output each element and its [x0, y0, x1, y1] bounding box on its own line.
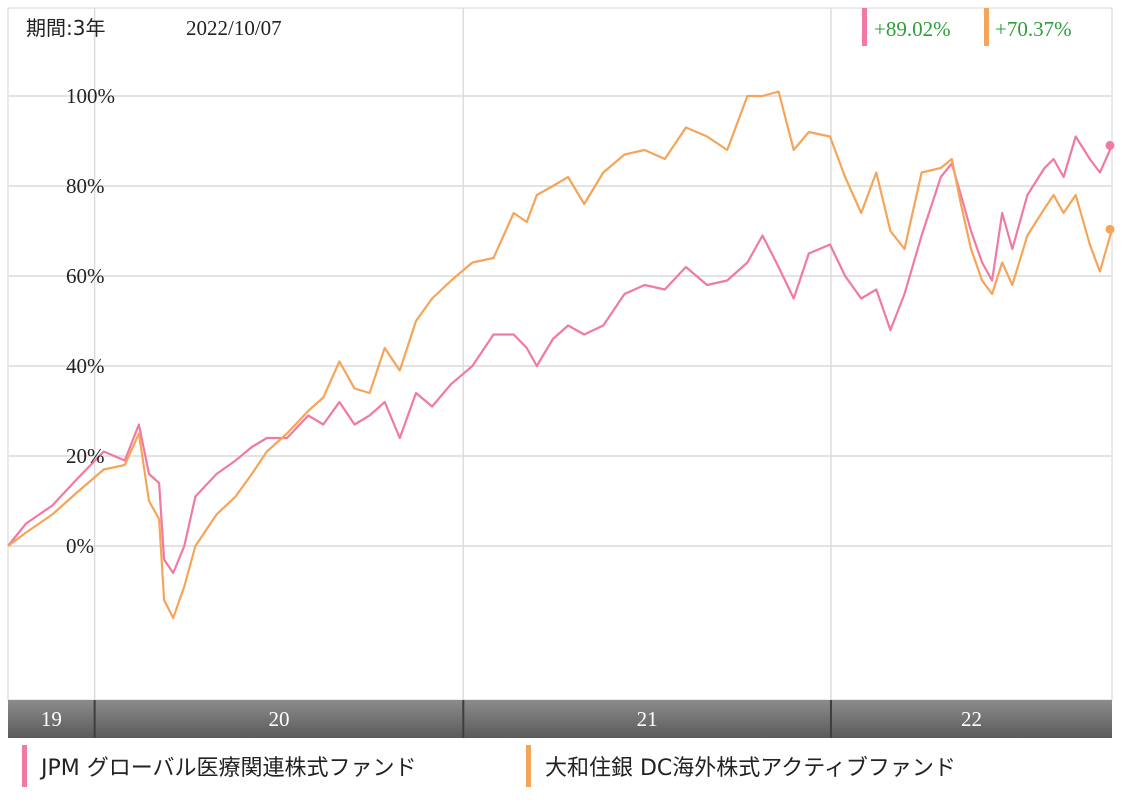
y-tick-label: 60%	[66, 264, 105, 288]
horizontal-gridlines	[8, 95, 1112, 547]
legend-swatch-orange	[526, 745, 531, 787]
legend-item-jpm: JPM グローバル医療関連株式ファンド	[22, 744, 417, 788]
badge-pink-swatch	[862, 8, 867, 46]
badge-orange-swatch	[984, 8, 989, 46]
line-chart: 0% 20% 40% 60% 80% 100% 19 20 21 22 期間:3年 2022/1…	[7, 7, 1115, 738]
x-axis-band: 19 20 21 22	[8, 700, 1112, 738]
plot-area	[7, 7, 1113, 701]
return-badges: +89.02% +70.37%	[862, 8, 1072, 46]
x-tick-label: 19	[41, 707, 62, 731]
vertical-gridlines	[93, 8, 832, 700]
series-layer	[7, 90, 1115, 620]
date-label: 2022/10/07	[186, 16, 282, 40]
legend-label-daiwa: 大和住銀 DC海外株式アクティブファンド	[545, 756, 956, 781]
badge-orange-value: +70.37%	[995, 17, 1072, 41]
y-tick-label: 0%	[66, 534, 94, 558]
y-tick-labels: 0% 20% 40% 60% 80% 100%	[66, 84, 115, 558]
legend-label-jpm: JPM グローバル医療関連株式ファンド	[41, 756, 417, 781]
badge-pink-value: +89.02%	[874, 17, 951, 41]
x-tick-label: 20	[268, 707, 289, 731]
series-line-1	[7, 90, 1114, 620]
x-tick-label: 22	[961, 707, 982, 731]
series-end-marker-0	[1105, 140, 1115, 150]
period-label: 期間:3年	[26, 16, 105, 40]
x-tick-label: 21	[637, 707, 658, 731]
chart-header: 期間:3年 2022/10/07	[26, 16, 282, 40]
y-tick-label: 40%	[66, 354, 105, 378]
series-line-0	[7, 135, 1114, 575]
y-tick-label: 20%	[66, 444, 105, 468]
legend-item-daiwa: 大和住銀 DC海外株式アクティブファンド	[526, 744, 956, 788]
y-tick-label: 100%	[66, 84, 115, 108]
y-tick-label: 80%	[66, 174, 105, 198]
legend-swatch-pink	[22, 745, 27, 787]
x-axis-band-bg	[8, 700, 1112, 738]
series-end-marker-1	[1105, 224, 1115, 234]
